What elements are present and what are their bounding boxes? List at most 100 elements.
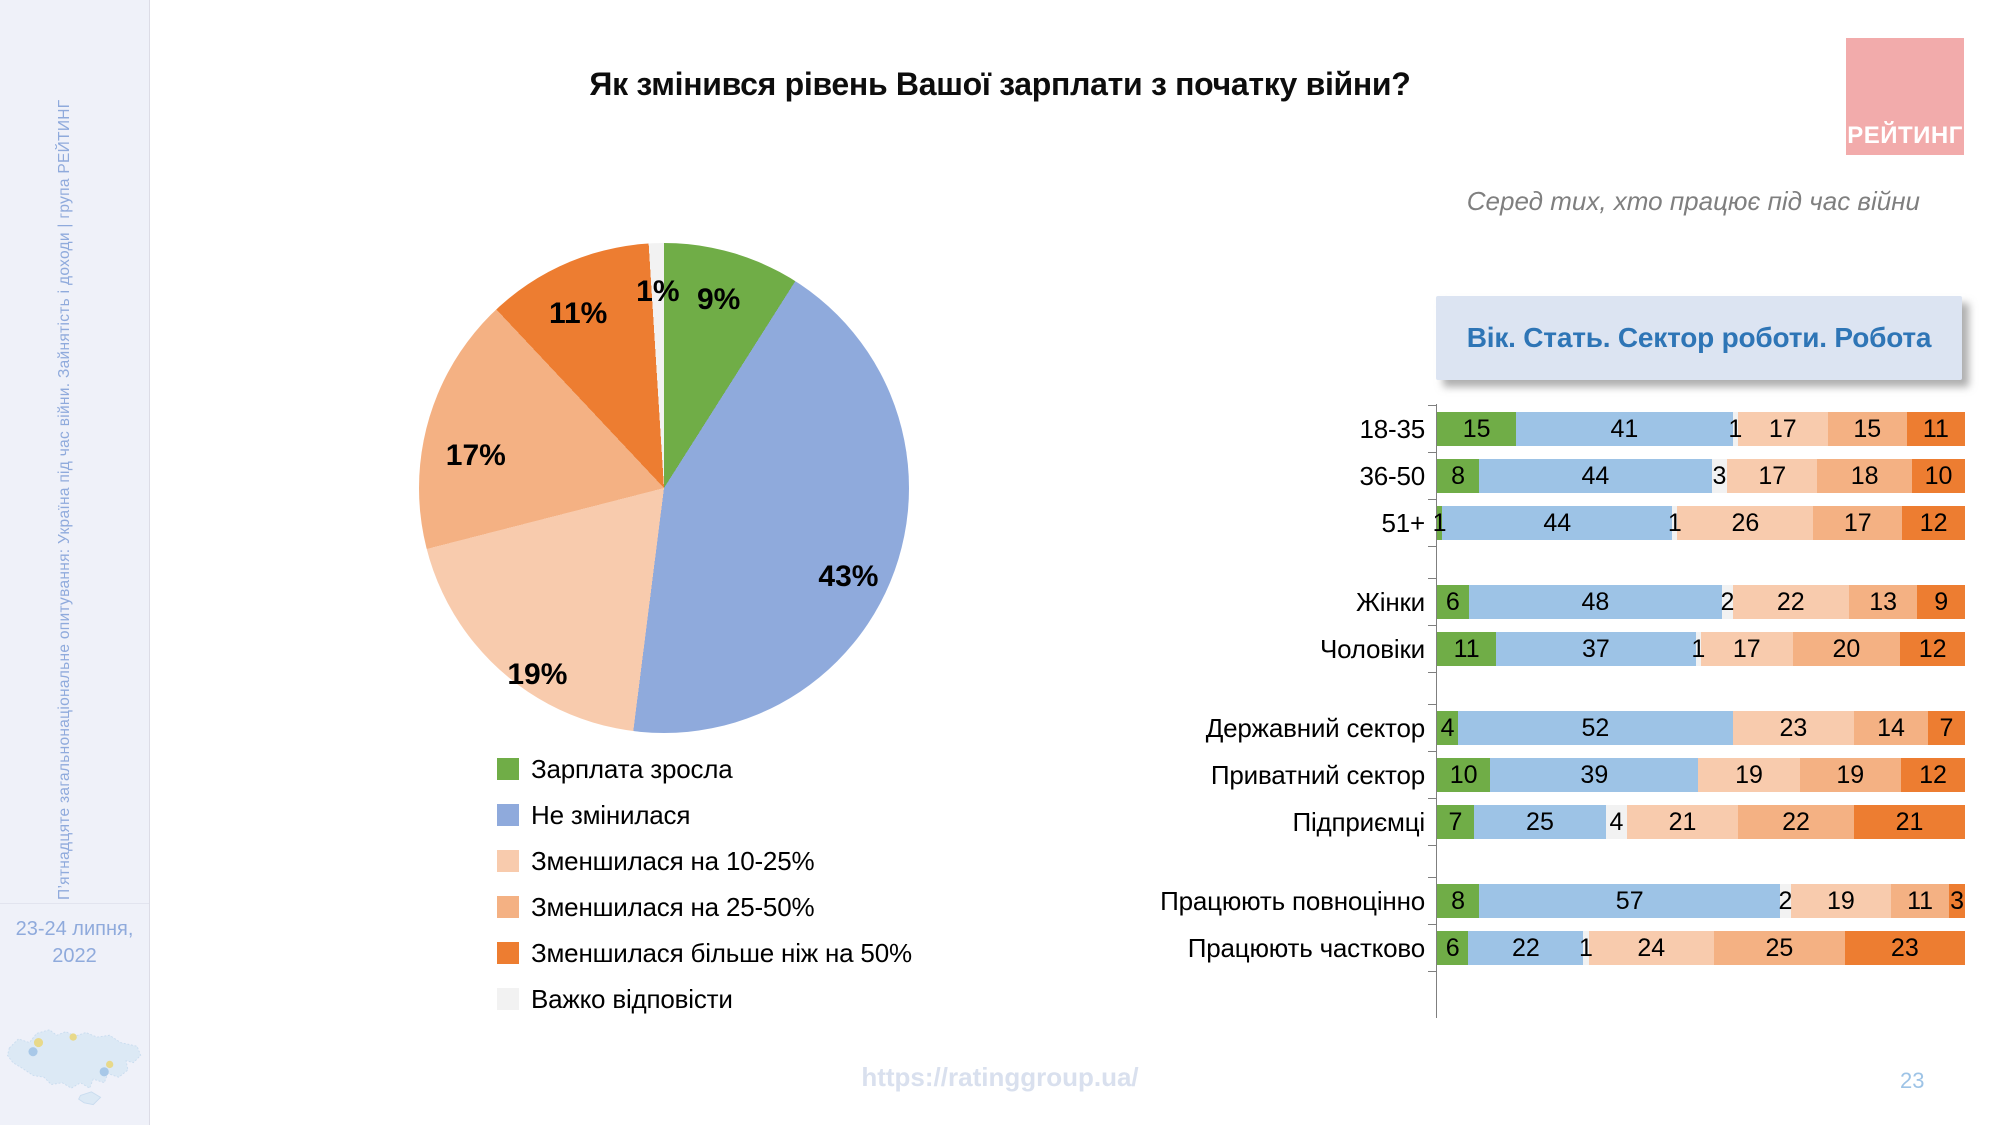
bar-segment: 11 [1891,884,1950,918]
bar-value-label: 22 [1782,807,1810,836]
bar-value-label: 12 [1919,508,1948,537]
bar-value-label: 12 [1918,634,1947,663]
bar-category-label: Підприємці [1292,807,1425,837]
rating-logo-text: РЕЙТИНГ [1847,122,1963,149]
bar-segment: 13 [1848,585,1918,619]
legend-swatch [497,804,519,826]
bar-value-label: 17 [1768,414,1797,443]
bar-value-label: 20 [1832,634,1861,663]
bar-value-label: 4 [1440,713,1455,742]
bar-row: Державний сектор 4 52 23 14 7 [1127,704,1965,745]
bar-value-label: 15 [1853,414,1882,443]
bar-segment: 26 [1677,506,1814,540]
bar-value-label: 17 [1843,508,1872,537]
pie-slice-label: 19% [507,658,568,692]
bar-segment: 37 [1496,632,1696,666]
bar-category-label: 51+ [1381,508,1425,538]
bar-value-label: 57 [1615,886,1644,915]
survey-date: 23-24 липня, 2022 [0,916,149,970]
sidebar-footer: 23-24 липня, 2022 [0,903,149,1125]
breakdown-section-label: Вік. Стать. Сектор роботи. Робота [1466,322,1932,353]
footer-url-link[interactable]: https://ratinggroup.ua/ [861,1062,1139,1092]
bar-segment: 8 [1437,884,1480,918]
bar-segment: 17 [1737,412,1828,446]
bar-value-label: 17 [1758,461,1787,490]
bar-segment: 12 [1900,632,1965,666]
bar-segment: 21 [1854,805,1965,839]
bar-value-label: 22 [1511,933,1540,962]
bar-value-label: 10 [1924,461,1953,490]
bar-segment: 48 [1468,585,1723,619]
bar-segment: 22 [1737,805,1855,839]
bar-value-label: 21 [1668,807,1697,836]
bar-category-label: Чоловіки [1319,634,1425,664]
bar-segment: 52 [1458,711,1733,745]
bar-segment: 4 [1605,805,1628,839]
bar-track: 6 22 1 24 25 23 [1428,924,1965,972]
bar-group: 18-35 15 41 1 17 15 11 36-50 8 44 3 17 18 10 51+ 1 44 1 26… [1127,405,1965,547]
bar-segment: 9 [1917,585,1965,619]
bar-segment: 7 [1928,711,1965,745]
bar-value-label: 19 [1836,760,1865,789]
sidebar: П’ятнадцяте загальнонаціональне опитуван… [0,0,150,1125]
bar-group: Працюють повноцінно 8 57 2 19 11 3 Працюють час… [1127,877,1965,972]
page-number: 23 [1900,1068,1925,1093]
pie-chart: 9% 43% 19% 17% 11% 1% [419,243,909,733]
bar-track: 1 44 1 26 17 12 [1428,499,1965,547]
bar-segment: 7 [1437,805,1474,839]
bar-segment: 25 [1714,931,1845,965]
legend-item: Не змінилася [497,800,912,830]
bar-value-label: 12 [1919,760,1947,789]
bar-value-label: 18 [1850,461,1879,490]
legend-item: Зарплата зросла [497,754,912,784]
bar-row: Працюють повноцінно 8 57 2 19 11 3 [1127,877,1965,918]
bar-value-label: 3 [1712,461,1727,490]
bar-value-label: 21 [1895,807,1924,836]
bar-category-label: Приватний сектор [1210,760,1425,790]
bar-value-label: 7 [1448,807,1463,836]
bar-value-label: 25 [1526,807,1554,836]
bar-row: 51+ 1 44 1 26 17 12 [1127,499,1965,547]
bar-value-label: 23 [1890,933,1919,962]
bar-track: 8 57 2 19 11 3 [1428,877,1965,918]
legend-swatch [497,896,519,918]
bar-track: 8 44 3 17 18 10 [1428,452,1965,493]
bar-segment: 19 [1790,884,1892,918]
bar-segment: 23 [1732,711,1855,745]
bar-value-label: 4 [1609,807,1624,836]
bar-segment: 25 [1473,805,1606,839]
bar-category-label: 18-35 [1359,414,1426,444]
bar-segment: 10 [1912,459,1965,493]
bar-segment: 2 [1779,884,1792,918]
bar-segment: 4 [1437,711,1459,745]
bar-segment: 1 [1668,506,1682,540]
rating-logo: РЕЙТИНГ [1846,38,1964,155]
legend-label: Зменшилася на 25-50% [531,891,815,922]
stacked-bar-chart: 18-35 15 41 1 17 15 11 36-50 8 44 3 17 18 10 51+ 1 44 1 26… [1127,405,1965,978]
bar-segment: 44 [1479,459,1712,493]
bar-row: Підприємці 7 25 4 21 22 21 [1127,798,1965,846]
bar-value-label: 3 [1950,886,1964,915]
bar-segment: 23 [1844,931,1965,965]
bar-segment: 41 [1516,412,1733,446]
legend-label: Зменшилася на 10-25% [531,845,815,876]
bar-segment: 11 [1437,632,1497,666]
bar-segment: 3 [1711,459,1728,493]
bar-chart-axis [1436,404,1437,1018]
bar-value-label: 52 [1581,713,1610,742]
bar-value-label: 41 [1610,414,1639,443]
bar-segment: 19 [1799,758,1901,792]
bar-value-label: 1 [1579,933,1593,962]
bar-value-label: 17 [1732,634,1761,663]
bar-segment: 11 [1906,412,1965,446]
bar-value-label: 11 [1907,886,1934,915]
legend-item: Зменшилася на 10-25% [497,846,912,876]
bar-value-label: 44 [1543,508,1572,537]
bar-segment: 44 [1442,506,1673,540]
pie-graphic [419,243,909,733]
bar-segment: 1 [1691,632,1705,666]
bar-segment: 24 [1588,931,1715,965]
bar-value-label: 14 [1877,713,1905,742]
bar-category-label: Працюють повноцінно [1160,886,1425,916]
pie-slice-label: 1% [636,275,680,309]
